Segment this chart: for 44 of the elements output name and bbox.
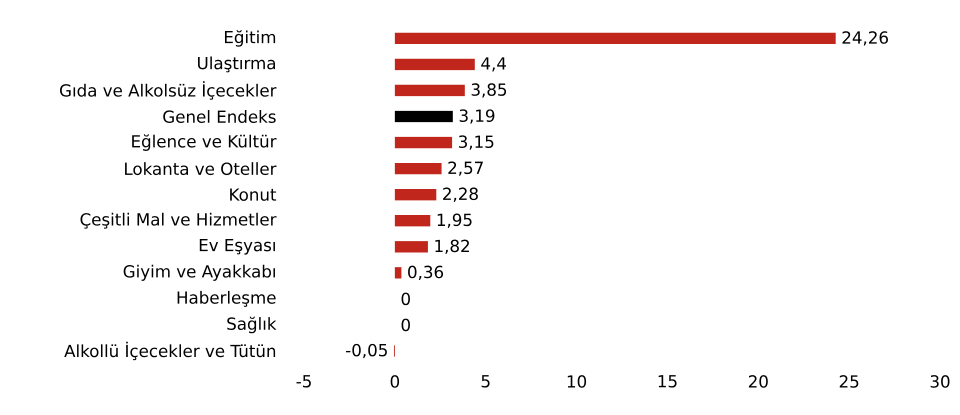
x-tick-label: 0 — [390, 375, 400, 388]
bar — [394, 267, 402, 278]
data-label: 24,26 — [842, 31, 888, 46]
bar — [394, 162, 442, 174]
data-label: 3,85 — [472, 83, 506, 98]
data-label: 0,36 — [408, 266, 444, 280]
bar — [394, 84, 465, 96]
y-tick-label: Alkollü İçecekler ve Tütün — [64, 342, 276, 360]
bar — [394, 32, 836, 44]
y-tick-label: Çeşitli Mal ve Hizmetler — [80, 212, 276, 229]
bar — [394, 215, 430, 226]
y-tick-label: Haberleşme — [178, 290, 276, 307]
data-label: 3,15 — [458, 135, 494, 150]
x-tick-label: 5 — [482, 375, 490, 388]
x-tick-label: 25 — [840, 375, 858, 388]
x-tick-label: 30 — [930, 375, 950, 388]
y-tick-label: Lokanta ve Oteller — [125, 162, 276, 176]
data-label: 2,28 — [443, 188, 478, 202]
bar — [394, 189, 436, 200]
y-tick-label: Giyim ve Ayakkabı — [124, 264, 275, 281]
x-tick-label: 20 — [748, 375, 768, 388]
bar — [394, 136, 452, 148]
y-tick-label: Eğitim — [224, 30, 276, 47]
y-tick-label: Ev Eşyası — [200, 238, 275, 255]
bar — [394, 110, 453, 122]
bar — [394, 241, 428, 252]
data-label: -0,05 — [346, 344, 387, 358]
bar — [394, 58, 475, 70]
data-label: 1,95 — [438, 214, 472, 228]
y-tick-label: Ulaştırma — [198, 56, 275, 72]
x-tick-label: 15 — [658, 375, 677, 388]
data-label: 3,19 — [460, 109, 494, 124]
y-tick-label: Gıda ve Alkolsüz İçecekler — [60, 81, 276, 100]
x-tick-label: -5 — [296, 375, 311, 388]
y-tick-label: Konut — [230, 188, 276, 201]
y-tick-label: Eğlence ve Kültür — [132, 134, 277, 151]
y-tick-label: Sağlık — [227, 316, 276, 334]
x-tick-label: 10 — [568, 375, 586, 388]
data-label: 0 — [402, 292, 410, 306]
data-label: 4,4 — [481, 57, 506, 72]
data-label: 1,82 — [435, 240, 469, 254]
data-label: 0 — [402, 318, 410, 332]
data-label: 2,57 — [448, 161, 483, 176]
y-tick-label: Genel Endeks — [163, 110, 276, 123]
